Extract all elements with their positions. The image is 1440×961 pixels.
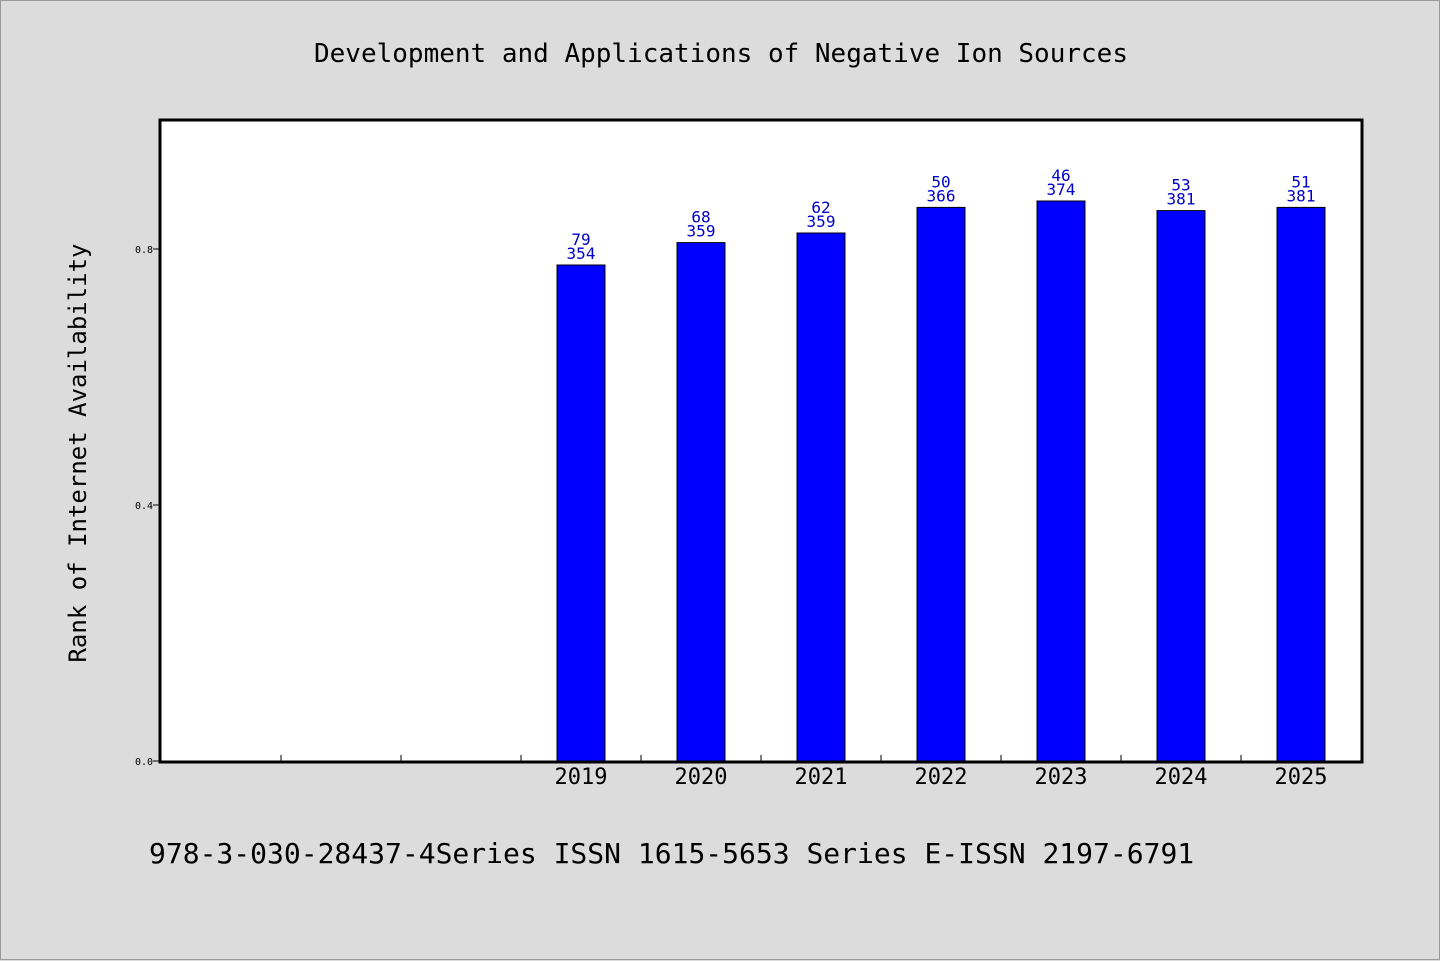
x-tick-label: 2019: [555, 765, 608, 790]
x-tick-label: 2025: [1275, 765, 1328, 790]
bar-data-label: 374: [1047, 180, 1076, 199]
bar-data-label: 68: [691, 208, 710, 227]
bar-data-label: 359: [687, 222, 716, 241]
bar: [1276, 206, 1326, 762]
bar-data-label: 354: [567, 244, 596, 263]
x-tick-label: 2020: [675, 765, 728, 790]
y-tick-label: 0.4: [135, 501, 153, 512]
bar-data-label: 366: [927, 186, 956, 205]
bar: [1036, 200, 1086, 762]
x-tick-label: 2023: [1035, 765, 1088, 790]
bar-data-label: 62: [811, 198, 830, 217]
bar: [1156, 210, 1206, 762]
bar: [556, 264, 606, 762]
bar-data-label: 359: [807, 212, 836, 231]
bar-data-label: 46: [1051, 166, 1070, 185]
bar: [916, 206, 966, 762]
bar: [796, 232, 846, 762]
chart-marks: 0.00.40.82019793542020683592021623592022…: [135, 166, 1328, 790]
bar: [676, 242, 726, 762]
bar-data-label: 50: [931, 172, 950, 191]
y-axis-label: Rank of Internet Availability: [64, 243, 92, 662]
y-tick-label: 0.8: [135, 245, 153, 256]
footer-isbn-text: 978-3-030-28437-4Series ISSN 1615-5653 S…: [149, 837, 1194, 870]
chart-title: Development and Applications of Negative…: [314, 39, 1128, 69]
bar-data-label: 79: [571, 230, 590, 249]
bar-data-label: 381: [1167, 190, 1196, 209]
x-tick-label: 2022: [915, 765, 968, 790]
bar-data-label: 53: [1171, 176, 1190, 195]
x-tick-label: 2021: [795, 765, 848, 790]
x-tick-label: 2024: [1155, 765, 1208, 790]
bar-data-label: 381: [1287, 186, 1316, 205]
bar-data-label: 51: [1291, 172, 1310, 191]
y-tick-label: 0.0: [135, 757, 153, 768]
